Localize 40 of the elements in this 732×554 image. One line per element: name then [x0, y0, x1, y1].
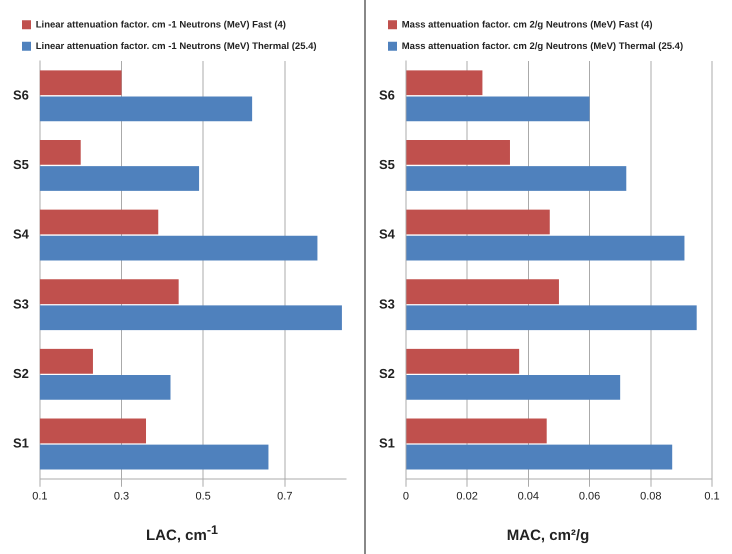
bar — [406, 166, 626, 191]
y-tick-label: S5 — [378, 157, 395, 172]
x-tick-label: 0.1 — [704, 490, 720, 502]
y-tick-label: S4 — [378, 226, 396, 242]
y-tick-label: S3 — [378, 296, 395, 312]
x-tick-label: 0.02 — [456, 490, 478, 502]
y-tick-label: S2 — [12, 366, 29, 381]
bar — [406, 418, 547, 444]
y-tick-label: S2 — [378, 366, 395, 381]
x-axis-title: MAC, cm²/g — [506, 527, 590, 544]
y-tick-label: S3 — [12, 296, 29, 312]
bar — [406, 279, 559, 304]
x-tick-label: 0 — [402, 490, 409, 502]
x-tick-label: 0.1 — [32, 490, 48, 502]
y-tick-label: S1 — [12, 436, 29, 451]
x-tick-label: 0.06 — [578, 490, 600, 502]
y-tick-label: S4 — [12, 226, 30, 242]
bar — [406, 70, 482, 96]
x-axis-title: LAC, cm$^{-1}$ — [145, 523, 219, 544]
y-tick-label: S6 — [378, 87, 395, 102]
bar — [406, 236, 684, 261]
legend-label: Linear attenuation factor. cm -1 Neutrons (MeV) Fast (4) — [36, 19, 286, 30]
bar — [406, 375, 620, 400]
bar — [406, 140, 510, 165]
bar — [406, 444, 672, 470]
bar — [406, 96, 590, 122]
legend-label: Linear attenuation factor. cm -1 Neutrons (MeV) Thermal (25.4) — [36, 40, 317, 52]
bar — [406, 348, 520, 374]
x-tick-label: 0.3 — [114, 490, 130, 502]
bar — [406, 305, 697, 330]
y-tick-label: S6 — [12, 87, 29, 102]
x-tick-label: 0.08 — [640, 490, 662, 502]
x-tick-label: 0.7 — [277, 490, 292, 502]
bar — [406, 210, 550, 234]
y-tick-label: S5 — [12, 157, 29, 172]
legend-label: Mass attenuation factor. cm 2/g Neutrons (MeV) Thermal (25.4) — [402, 40, 684, 52]
y-tick-label: S1 — [378, 436, 395, 451]
x-tick-label: 0.04 — [518, 490, 540, 502]
legend-label: Mass attenuation factor. cm 2/g Neutrons (MeV) Fast (4) — [402, 19, 652, 30]
x-tick-label: 0.5 — [196, 490, 211, 502]
